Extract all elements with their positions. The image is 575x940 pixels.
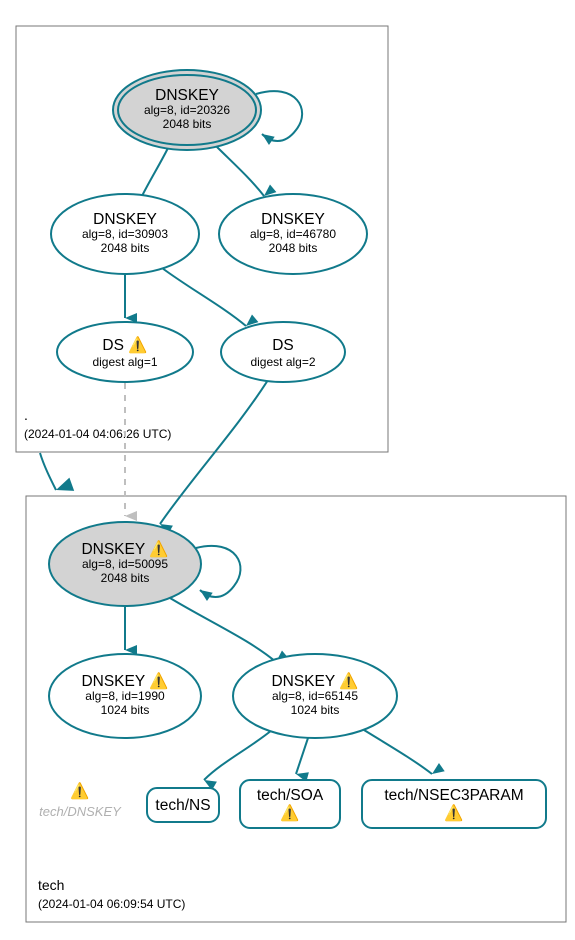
svg-text:alg=8, id=1990: alg=8, id=1990 [85, 689, 165, 703]
node-tech_ns: tech/NS [147, 788, 219, 822]
svg-text:DNSKEY: DNSKEY [261, 211, 325, 228]
svg-text:(2024-01-04 06:09:54 UTC): (2024-01-04 06:09:54 UTC) [38, 897, 185, 911]
svg-text:alg=8, id=46780: alg=8, id=46780 [250, 227, 336, 241]
svg-text:DNSKEY: DNSKEY [93, 211, 157, 228]
edge [125, 275, 137, 323]
dnssec-diagram: . (2024-01-04 04:06:26 UTC) tech (2024-01-0… [0, 0, 575, 940]
edge [40, 453, 74, 497]
svg-text:2048 bits: 2048 bits [163, 117, 212, 131]
svg-text:1024 bits: 1024 bits [101, 703, 150, 717]
node-tech_zsk2: DNSKEY ⚠️alg=8, id=651451024 bits [233, 654, 397, 738]
svg-text:tech/SOA: tech/SOA [257, 787, 324, 804]
node-tech_soa: tech/SOA⚠️ [240, 780, 340, 828]
edge [170, 598, 288, 666]
svg-text:DS ⚠️: DS ⚠️ [102, 335, 147, 354]
node-root_zsk2: DNSKEYalg=8, id=467802048 bits [219, 194, 367, 274]
svg-text:2048 bits: 2048 bits [101, 571, 150, 585]
svg-text:tech: tech [38, 877, 64, 893]
edge [125, 607, 137, 655]
svg-text:⚠️: ⚠️ [280, 803, 299, 822]
svg-text:2048 bits: 2048 bits [101, 241, 150, 255]
svg-text:1024 bits: 1024 bits [291, 703, 340, 717]
svg-text:⚠️: ⚠️ [444, 803, 463, 822]
node-tech_nsec3: tech/NSEC3PARAM⚠️ [362, 780, 546, 828]
node-ghost: ⚠️ tech/DNSKEY [39, 781, 122, 819]
svg-text:tech/DNSKEY: tech/DNSKEY [39, 804, 122, 819]
edge [196, 546, 240, 601]
edge [162, 268, 258, 330]
node-tech_ksk: DNSKEY ⚠️alg=8, id=500952048 bits [49, 522, 201, 606]
edge [295, 738, 309, 782]
svg-text:DNSKEY: DNSKEY [155, 87, 219, 104]
svg-text:alg=8, id=30903: alg=8, id=30903 [82, 227, 168, 241]
svg-text:DNSKEY ⚠️: DNSKEY ⚠️ [271, 671, 358, 690]
node-root_zsk1: DNSKEYalg=8, id=309032048 bits [51, 194, 199, 274]
edge [364, 730, 445, 778]
edge [158, 380, 269, 534]
svg-text:digest alg=1: digest alg=1 [92, 355, 157, 369]
svg-text:(2024-01-04 04:06:26 UTC): (2024-01-04 04:06:26 UTC) [24, 427, 171, 441]
svg-text:tech/NSEC3PARAM: tech/NSEC3PARAM [384, 787, 523, 804]
edge [216, 146, 276, 200]
node-tech_zsk1: DNSKEY ⚠️alg=8, id=19901024 bits [49, 654, 201, 738]
node-ds2: DSdigest alg=2 [221, 322, 345, 382]
svg-text:DNSKEY ⚠️: DNSKEY ⚠️ [81, 539, 168, 558]
node-root_ksk: DNSKEYalg=8, id=203262048 bits [113, 70, 261, 150]
svg-text:alg=8, id=65145: alg=8, id=65145 [272, 689, 358, 703]
svg-text:.: . [24, 407, 28, 423]
svg-text:alg=8, id=20326: alg=8, id=20326 [144, 103, 230, 117]
edge [256, 91, 302, 145]
svg-text:tech/NS: tech/NS [155, 797, 210, 814]
svg-text:DNSKEY ⚠️: DNSKEY ⚠️ [81, 671, 168, 690]
svg-text:alg=8, id=50095: alg=8, id=50095 [82, 557, 168, 571]
svg-text:DS: DS [272, 337, 294, 354]
node-ds1: DS ⚠️digest alg=1 [57, 322, 193, 382]
svg-text:2048 bits: 2048 bits [269, 241, 318, 255]
svg-text:⚠️: ⚠️ [70, 781, 89, 800]
svg-text:digest alg=2: digest alg=2 [250, 355, 315, 369]
